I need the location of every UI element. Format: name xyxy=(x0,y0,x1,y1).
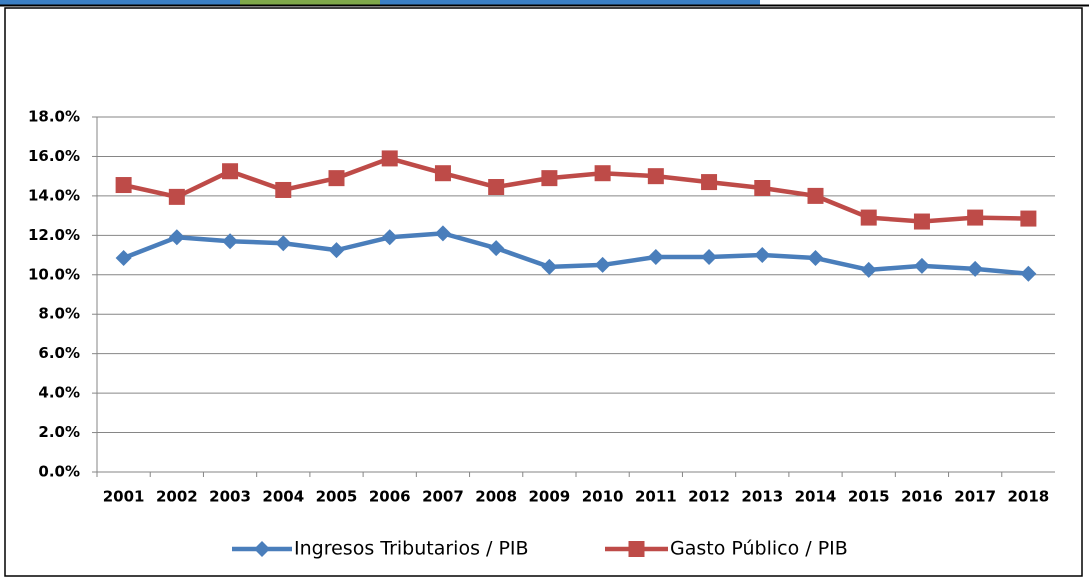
point-marker xyxy=(860,209,877,226)
legend-label: Gasto Público / PIB xyxy=(670,538,848,560)
y-tick-label: 12.0% xyxy=(28,226,80,244)
point-marker xyxy=(647,168,664,185)
point-marker xyxy=(860,261,877,278)
chart-frame xyxy=(4,7,1083,577)
point-marker xyxy=(594,165,611,182)
point-marker xyxy=(168,229,185,246)
x-tick-label: 2008 xyxy=(475,488,517,506)
x-tick-label: 2015 xyxy=(848,488,890,506)
point-marker xyxy=(222,163,239,180)
x-tick-label: 2012 xyxy=(688,488,730,506)
x-tick-label: 2017 xyxy=(954,488,996,506)
point-marker xyxy=(701,174,718,191)
point-marker xyxy=(1020,265,1037,282)
point-marker xyxy=(754,247,771,264)
x-tick-label: 2011 xyxy=(635,488,677,506)
banner-accent xyxy=(240,0,380,5)
y-tick-label: 6.0% xyxy=(38,344,80,362)
point-marker xyxy=(807,250,824,267)
point-marker xyxy=(381,229,398,246)
legend-marker xyxy=(628,541,645,557)
point-marker xyxy=(115,177,132,194)
point-marker xyxy=(541,258,558,275)
y-tick-label: 2.0% xyxy=(38,423,80,441)
y-tick-label: 4.0% xyxy=(38,384,80,402)
x-tick-label: 2006 xyxy=(369,488,411,506)
x-tick-label: 2007 xyxy=(422,488,464,506)
x-tick-label: 2009 xyxy=(529,488,571,506)
point-marker xyxy=(328,242,345,259)
point-marker xyxy=(967,209,984,226)
point-marker xyxy=(541,170,558,187)
x-tick-label: 2014 xyxy=(795,488,837,506)
point-marker xyxy=(967,260,984,277)
y-tick-label: 14.0% xyxy=(28,186,80,204)
y-tick-label: 18.0% xyxy=(28,108,80,126)
series-line xyxy=(122,231,1029,277)
point-marker xyxy=(275,181,292,198)
legend-marker xyxy=(254,541,270,557)
x-tick-label: 2002 xyxy=(156,488,198,506)
y-tick-label: 8.0% xyxy=(38,305,80,323)
x-tick-label: 2016 xyxy=(901,488,943,506)
x-tick-label: 2018 xyxy=(1008,488,1050,506)
x-tick-label: 2010 xyxy=(582,488,624,506)
point-marker xyxy=(168,188,185,205)
point-marker xyxy=(1020,210,1037,227)
point-marker xyxy=(488,240,505,257)
point-marker xyxy=(434,225,451,242)
point-marker xyxy=(701,249,718,266)
series-line xyxy=(123,156,1029,224)
point-marker xyxy=(434,165,451,182)
x-tick-label: 2013 xyxy=(741,488,783,506)
point-marker xyxy=(913,213,930,230)
y-tick-label: 16.0% xyxy=(28,147,80,165)
point-marker xyxy=(594,256,611,273)
point-marker xyxy=(275,235,292,252)
x-tick-label: 2001 xyxy=(103,488,145,506)
x-tick-label: 2005 xyxy=(316,488,358,506)
x-tick-label: 2003 xyxy=(209,488,251,506)
point-marker xyxy=(488,179,505,196)
point-marker xyxy=(754,180,771,196)
point-marker xyxy=(381,150,398,167)
point-marker xyxy=(222,233,239,250)
x-tick-label: 2004 xyxy=(262,488,304,506)
y-tick-label: 10.0% xyxy=(28,265,80,283)
point-marker xyxy=(807,187,824,204)
point-marker xyxy=(115,250,132,267)
point-marker xyxy=(647,249,664,266)
point-marker xyxy=(328,170,345,187)
point-marker xyxy=(913,257,930,274)
legend-label: Ingresos Tributarios / PIB xyxy=(294,538,529,560)
y-tick-label: 0.0% xyxy=(38,463,80,481)
